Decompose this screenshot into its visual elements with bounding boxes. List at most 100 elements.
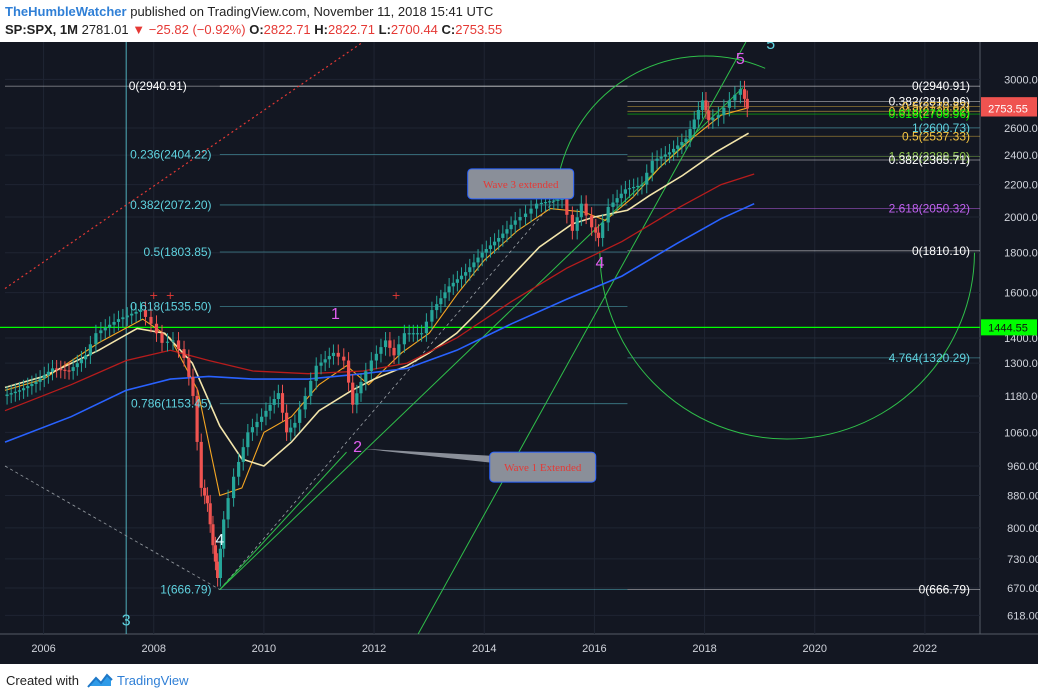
candle-body: [733, 94, 737, 101]
wave-label: 5: [736, 51, 745, 68]
candle-body: [331, 352, 336, 357]
candle-body: [13, 391, 17, 394]
candle-body: [424, 321, 428, 334]
candle-body: [379, 347, 383, 354]
candle-body: [570, 214, 574, 231]
candle-body: [560, 198, 564, 201]
moving-average-step: [4, 132, 750, 467]
candle-body: [285, 412, 289, 433]
candle-body: [501, 233, 505, 238]
candle-body: [601, 222, 605, 238]
candle-body: [71, 367, 75, 372]
candle-body: [696, 109, 700, 120]
candle-body: [218, 548, 222, 578]
candle-body: [298, 409, 302, 423]
published-text: published on TradingView.com, November 1…: [130, 4, 494, 19]
candle-body: [99, 330, 103, 334]
candle-body: [255, 421, 259, 428]
candle-body: [26, 386, 30, 389]
candle-body: [75, 363, 79, 368]
candle-body: [260, 416, 264, 422]
candle-body: [222, 519, 226, 549]
candle-body: [676, 145, 680, 149]
candle-body: [464, 272, 468, 276]
candle-body: [327, 356, 331, 360]
x-tick-label: 2016: [582, 643, 606, 655]
ohlc-line: SP:SPX, 1M 2781.01 ▼ −25.82 (−0.92%) O:2…: [5, 22, 502, 37]
candle-body: [134, 311, 138, 314]
tradingview-brand[interactable]: TradingView: [117, 673, 189, 688]
candle-body: [539, 202, 543, 205]
candle-body: [149, 316, 153, 324]
candle-body: [199, 441, 203, 488]
fib-label-right: 1.618(2389.50): [889, 150, 970, 164]
candle-body: [351, 382, 355, 405]
y-tick-label: 730.00: [1007, 554, 1038, 566]
grey-dashed-trend: [219, 198, 557, 590]
y-tick-label: 1300.00: [1004, 358, 1038, 370]
candle-body: [112, 321, 116, 325]
candle-body: [103, 327, 107, 331]
candle-body: [575, 217, 579, 231]
candle-body: [130, 313, 134, 316]
candle-body: [584, 203, 588, 216]
candle-body: [374, 353, 378, 361]
fib-label-right: 0.5(2770.82): [902, 99, 970, 113]
price-chart[interactable]: + + +0(2940.91) 0.236(2404.22) 0.382(2072.20…: [0, 42, 1038, 664]
fib-label-right: 0.618(2708.96): [889, 107, 970, 121]
candle-body: [323, 359, 327, 363]
price-tag-label: 1444.55: [988, 322, 1028, 334]
candle-body: [397, 344, 401, 356]
candle-body: [451, 282, 455, 287]
candle-body: [529, 208, 533, 214]
candle-body: [518, 216, 522, 221]
candle-body: [125, 315, 129, 318]
candle-body: [671, 148, 676, 153]
candle-body: [611, 202, 615, 207]
candle-body: [314, 365, 318, 381]
candle-body: [565, 198, 569, 215]
green-fan-line-2: [219, 451, 347, 590]
candle-body: [439, 298, 443, 305]
candle-body: [472, 262, 476, 268]
candle-body: [650, 160, 654, 173]
candle-body: [627, 188, 632, 190]
candle-body: [742, 89, 747, 99]
candle-body: [30, 383, 34, 387]
author-link[interactable]: TheHumbleWatcher: [5, 4, 127, 19]
candle-body: [272, 399, 276, 405]
x-tick-label: 2014: [472, 643, 496, 655]
candle-body: [121, 317, 125, 320]
candle-body: [216, 561, 220, 578]
candle-body: [684, 138, 688, 143]
x-tick-label: 2020: [803, 643, 827, 655]
y-tick-label: 960.00: [1007, 461, 1038, 473]
candle-body: [632, 186, 636, 189]
candle-body: [543, 202, 548, 204]
candle-body: [5, 394, 9, 396]
wave-label: 2: [353, 439, 362, 456]
candle-body: [548, 201, 552, 203]
y-tick-label: 1060.00: [1004, 427, 1038, 439]
candle-body: [716, 115, 720, 118]
wave-label: 4: [595, 255, 604, 272]
candle-body: [594, 227, 598, 233]
candle-body: [722, 107, 726, 116]
candle-body: [280, 393, 285, 413]
candle-body: [640, 184, 644, 186]
open-label: O:: [249, 22, 264, 37]
candle-body: [509, 224, 513, 230]
candle-body: [143, 310, 148, 317]
candle-body: [17, 390, 22, 392]
moving-average-blue: [4, 202, 755, 443]
price-change: −25.82 (−0.92%): [148, 22, 246, 37]
fib-label-right: 2.618(2050.32): [889, 202, 970, 216]
y-tick-label: 2400.00: [1004, 150, 1038, 162]
candle-body: [34, 381, 38, 384]
publish-line: TheHumbleWatcher published on TradingVie…: [5, 4, 493, 19]
created-with-text: Created with: [6, 673, 79, 688]
candle-body: [388, 340, 392, 348]
candle-body: [707, 110, 711, 121]
x-tick-label: 2008: [141, 643, 165, 655]
candle-body: [205, 495, 210, 504]
